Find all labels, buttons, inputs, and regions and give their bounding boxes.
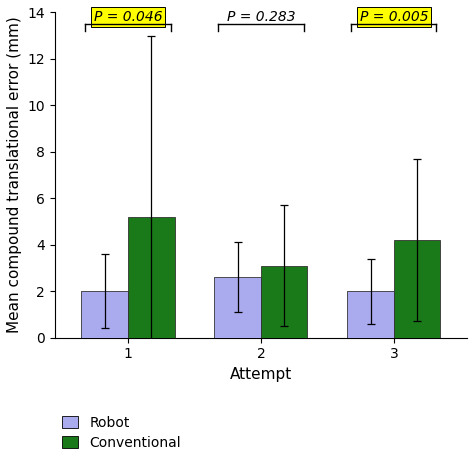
Text: P = 0.283: P = 0.283: [227, 10, 295, 24]
Legend: Robot, Conventional: Robot, Conventional: [62, 416, 181, 450]
Y-axis label: Mean compound translational error (mm): Mean compound translational error (mm): [7, 17, 22, 333]
Bar: [394, 240, 440, 338]
Bar: [128, 217, 174, 338]
Bar: [214, 277, 261, 338]
Text: P = 0.005: P = 0.005: [360, 10, 428, 24]
Bar: [261, 266, 308, 338]
X-axis label: Attempt: Attempt: [230, 367, 292, 382]
Bar: [82, 291, 128, 338]
Bar: [347, 291, 394, 338]
Text: P = 0.046: P = 0.046: [94, 10, 162, 24]
